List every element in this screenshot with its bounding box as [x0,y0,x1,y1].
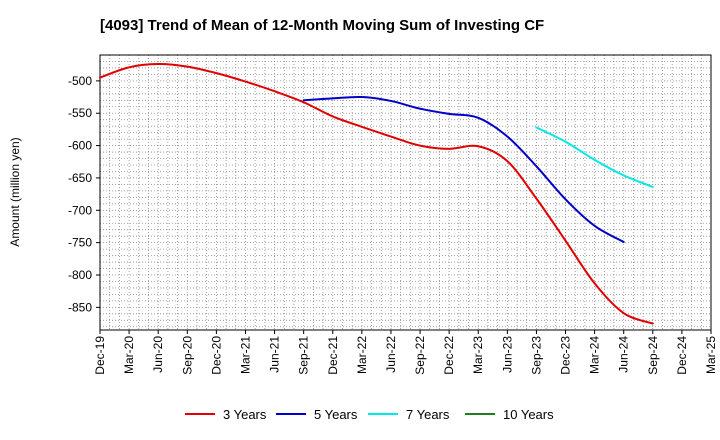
series-line-7-years [535,126,654,188]
x-tick-label: Sep-23 [529,336,543,375]
x-tick-label: Jun-23 [500,336,514,373]
x-tick-label: Sep-20 [180,336,194,375]
x-tick-label: Mar-21 [238,336,252,374]
y-tick-label: -500 [68,74,92,88]
series-layer [99,63,654,325]
plot-area [100,55,711,330]
legend-label-7-years: 7 Years [406,407,450,422]
chart-title: [4093] Trend of Mean of 12-Month Moving … [100,17,544,34]
x-tick-label: Sep-21 [297,336,311,375]
series-line-5-years [302,95,625,243]
y-axis-ticks: -500 -550 -600 -650 -700 -750 -800 -850 [68,74,100,314]
series-line-3-years [99,63,654,325]
legend-label-5-years: 5 Years [314,407,358,422]
y-tick-label: -750 [68,236,92,250]
x-tick-label: Sep-24 [646,336,660,375]
x-tick-label: Jun-21 [268,336,282,373]
vertical-gridlines [109,55,702,330]
y-tick-label: -600 [68,139,92,153]
x-tick-label: Mar-23 [471,336,485,374]
y-tick-label: -800 [68,268,92,282]
x-tick-label: Mar-20 [122,336,136,374]
x-tick-label: Jun-20 [151,336,165,373]
legend-label-3-years: 3 Years [223,407,267,422]
y-tick-label: -850 [68,300,92,314]
x-axis-ticks: Dec-19 Mar-20 Jun-20 Sep-20 Dec-20 Mar-21 Jun-… [93,330,718,375]
y-tick-label: -650 [68,171,92,185]
x-tick-label: Dec-19 [93,336,107,375]
legend-label-10-years: 10 Years [503,407,554,422]
x-tick-label: Mar-25 [704,336,718,374]
y-axis-label: Amount (million yen) [8,137,22,246]
x-tick-label: Mar-22 [355,336,369,374]
y-tick-label: -550 [68,106,92,120]
x-tick-label: Dec-22 [442,336,456,375]
x-tick-label: Dec-24 [675,336,689,375]
plot-frame [99,54,712,331]
x-tick-label: Jun-24 [617,336,631,373]
x-tick-label: Jun-22 [384,336,398,373]
x-tick-label: Dec-21 [326,336,340,375]
x-tick-label: Dec-20 [209,336,223,375]
x-tick-label: Sep-22 [413,336,427,375]
x-tick-label: Dec-23 [559,336,573,375]
y-tick-label: -700 [68,203,92,217]
legend: 3 Years 5 Years 7 Years 10 Years [185,407,554,422]
x-tick-label: Mar-24 [588,336,602,374]
